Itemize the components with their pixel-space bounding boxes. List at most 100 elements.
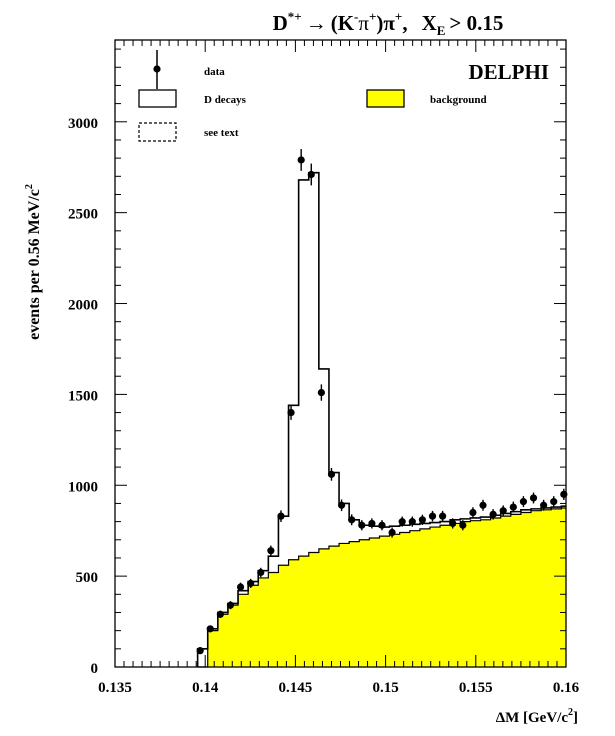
background-histogram <box>197 507 567 668</box>
x-tick-label: 0.15 <box>372 680 398 696</box>
legend-label-data: data <box>204 66 225 78</box>
background-bar <box>440 525 451 667</box>
background-bar <box>339 543 350 667</box>
data-point <box>257 568 265 577</box>
data-point <box>529 494 538 502</box>
background-bar <box>551 508 562 667</box>
data-point <box>358 521 366 529</box>
background-bar <box>409 530 421 667</box>
background-bar <box>419 528 431 667</box>
background-bar <box>429 527 441 667</box>
x-tick-labels: 0.135 0.14 0.145 0.15 0.155 0.16 <box>98 680 580 696</box>
background-bar <box>480 519 491 667</box>
x-tick-label: 0.135 <box>98 680 132 696</box>
background-bar <box>298 556 310 667</box>
data-point <box>287 408 295 417</box>
y-tick-label: 2500 <box>68 207 98 223</box>
background-bar <box>531 510 542 667</box>
data-point <box>540 501 548 509</box>
data-point <box>337 501 346 509</box>
data-point <box>388 528 396 537</box>
x-tick-label: 0.155 <box>459 680 493 696</box>
chart-title: D*+ → (K-π+)π+, XE > 0.15 <box>273 9 504 38</box>
data-point <box>550 498 558 506</box>
background-bar <box>308 552 320 667</box>
data-point <box>479 501 487 509</box>
x-tick-label: 0.16 <box>553 680 580 696</box>
background-bar <box>500 516 512 667</box>
background-bar <box>227 605 239 667</box>
data-point <box>267 547 275 555</box>
data-point <box>418 516 427 524</box>
background-bar <box>258 577 269 667</box>
background-bar <box>359 539 370 667</box>
y-tick-labels: 0 500 1000 1500 2000 2500 3000 <box>68 116 98 677</box>
background-bar <box>470 520 481 667</box>
data-point <box>428 512 437 520</box>
data-point <box>226 601 235 609</box>
data-point <box>307 170 315 179</box>
data-point <box>317 388 325 397</box>
y-tick-label: 0 <box>91 661 99 677</box>
data-point <box>327 470 336 478</box>
y-tick-label: 1500 <box>68 388 98 404</box>
data-point <box>206 625 214 633</box>
background-bar <box>369 537 380 667</box>
background-bar <box>268 572 279 667</box>
data-point <box>368 519 376 528</box>
background-bar <box>278 565 289 667</box>
data-point <box>297 156 305 164</box>
background-bar <box>349 541 360 667</box>
legend-label-d-decays: D decays <box>204 94 247 106</box>
background-bar <box>450 523 461 667</box>
data-point <box>348 516 356 524</box>
data-point <box>459 521 467 529</box>
y-tick-label: 1000 <box>68 479 98 495</box>
data-point <box>519 498 528 506</box>
data-point <box>408 518 416 526</box>
background-bar <box>460 521 471 667</box>
legend-label-background: background <box>430 94 487 106</box>
data-point <box>277 512 285 520</box>
background-bar <box>318 548 330 667</box>
data-point <box>509 503 517 511</box>
background-bar <box>490 517 502 667</box>
background-bar <box>520 512 532 667</box>
axis-ticks <box>114 40 567 668</box>
y-tick-label: 3000 <box>68 116 98 132</box>
background-bar <box>328 546 340 667</box>
background-bar <box>248 585 259 667</box>
background-bar <box>288 559 300 667</box>
legend-background-swatch <box>366 89 405 108</box>
background-bar <box>379 536 390 667</box>
data-point <box>196 647 204 655</box>
x-tick-label: 0.14 <box>192 680 219 696</box>
legend: data D decays see text background <box>138 50 487 142</box>
y-axis-label: events per 0.56 MeV/c2 <box>24 184 43 340</box>
data-point <box>236 583 245 591</box>
background-bar <box>399 532 411 667</box>
data-point <box>449 519 457 528</box>
data-point <box>469 508 477 517</box>
background-bar <box>217 614 229 667</box>
experiment-label: DELPHI <box>468 60 549 84</box>
legend-d-decays-swatch <box>138 89 177 108</box>
legend-data-marker <box>153 50 161 89</box>
data-point <box>439 512 447 520</box>
background-bar <box>238 594 249 667</box>
data-point <box>247 579 255 588</box>
data-point <box>398 518 406 526</box>
background-bar <box>541 509 552 667</box>
background-bar <box>389 534 401 667</box>
y-tick-label: 2000 <box>68 298 98 314</box>
data-point <box>378 521 386 529</box>
data-point <box>489 510 497 518</box>
background-outline <box>197 507 566 668</box>
x-axis-label: ΔM [GeV/c2] <box>496 707 578 726</box>
legend-see-text-swatch <box>138 122 177 142</box>
background-bar <box>207 630 219 667</box>
background-bar <box>561 507 567 667</box>
data-point <box>216 610 224 618</box>
x-tick-label: 0.145 <box>279 680 313 696</box>
